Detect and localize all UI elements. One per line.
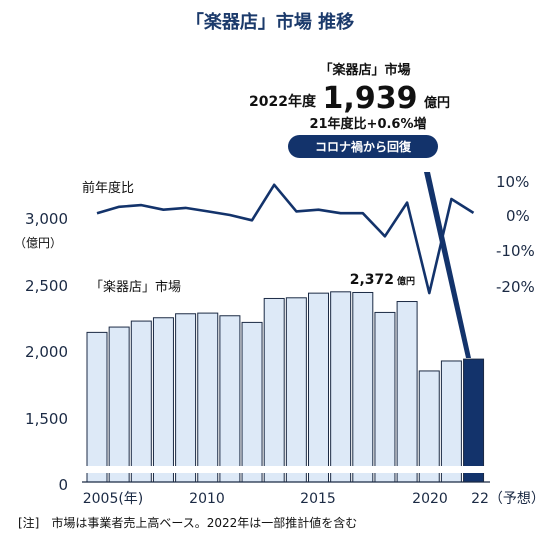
- bar-2009: [175, 313, 197, 483]
- callout-badge: [288, 135, 438, 158]
- bar-2011: [219, 315, 241, 483]
- peak-value-label: 2,372: [350, 272, 394, 288]
- callout-year: 2022年度: [249, 93, 317, 110]
- peak-unit-label: 億円: [397, 275, 415, 287]
- bar-2020: [418, 370, 440, 483]
- bar-2016: [330, 291, 352, 483]
- bar-2007: [130, 320, 152, 483]
- left-tick-3000: 3,000: [25, 210, 68, 228]
- line-series: [96, 183, 475, 295]
- bar-2015: [308, 292, 329, 483]
- line-series-label: 前年度比: [82, 180, 134, 196]
- bar-2006: [108, 326, 130, 483]
- chart-title: 「楽器店」市場 推移: [186, 11, 354, 33]
- bar-2018: [374, 311, 396, 483]
- bar-series-label: 「楽器店」市場: [90, 279, 181, 295]
- right-tick-10: 10%: [496, 173, 529, 191]
- left-tick-1500: 1,500: [25, 410, 68, 428]
- left-tick-2000: 2,000: [25, 343, 68, 361]
- bar-2014: [285, 297, 307, 483]
- x-tick-2005: 2005(年): [83, 491, 144, 507]
- bar-2022: [463, 358, 485, 483]
- x-tick-2022: 22（予想）: [471, 491, 545, 507]
- bar-2021: [440, 360, 462, 483]
- right-tick-0: 0%: [506, 207, 530, 225]
- callout-badge-text: コロナ禍から回復: [315, 139, 412, 154]
- yoy-line: [96, 183, 475, 295]
- footnote: [注] 市場は事業者売上高ベース。2022年は一部推計値を含む: [18, 515, 357, 530]
- bar-2012: [241, 321, 263, 483]
- bar-2010: [197, 312, 219, 483]
- bar-2017: [352, 291, 374, 483]
- axis-break: [82, 466, 490, 473]
- left-tick-2500: 2,500: [25, 277, 68, 295]
- x-tick-2020: 2020: [412, 491, 448, 507]
- callout-value: 1,939: [323, 81, 418, 116]
- bar-2005: [86, 331, 108, 483]
- callout-market-label: 「楽器店」市場: [319, 62, 410, 78]
- callout-change: 21年度比+0.6%増: [309, 116, 426, 132]
- right-tick-minus20: -20%: [496, 278, 535, 296]
- x-tick-2015: 2015: [300, 491, 336, 507]
- bar-2019: [396, 301, 418, 483]
- callout-unit: 億円: [424, 95, 450, 111]
- left-axis-unit: （億円）: [14, 236, 62, 250]
- callout-pointer: [424, 172, 471, 358]
- x-tick-2010: 2010: [189, 491, 225, 507]
- bar-series: [86, 291, 485, 483]
- bar-2013: [263, 297, 285, 483]
- right-tick-minus10: -10%: [496, 242, 535, 260]
- left-tick-0: 0: [58, 476, 68, 494]
- bar-2008: [152, 317, 174, 483]
